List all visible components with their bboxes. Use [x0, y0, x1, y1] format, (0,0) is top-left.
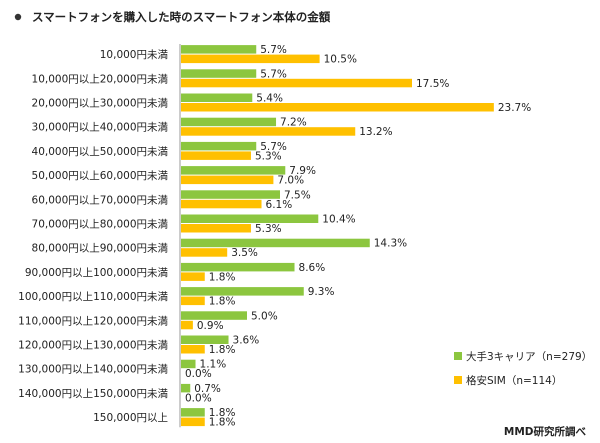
legend: 大手3キャリア（n=279） 格安SIM（n=114）	[454, 350, 592, 387]
bar-carrier	[181, 311, 247, 320]
data-label-mvno: 0.0%	[185, 392, 212, 404]
category-label: 60,000円以上70,000円未満	[32, 194, 169, 206]
bar-carrier	[181, 190, 280, 199]
legend-swatch-carrier	[454, 352, 462, 360]
data-label-carrier: 5.7%	[260, 44, 287, 56]
data-label-carrier: 5.4%	[256, 93, 283, 105]
bar-mvno	[181, 224, 251, 233]
data-label-carrier: 7.5%	[284, 189, 311, 201]
data-label-carrier: 10.4%	[322, 214, 355, 226]
data-label-mvno: 10.5%	[324, 54, 357, 66]
data-label-mvno: 5.3%	[255, 150, 282, 162]
bar-carrier	[181, 141, 257, 151]
data-label-carrier: 1.8%	[209, 407, 236, 419]
category-label: 100,000円以上110,000円未満	[18, 291, 168, 303]
data-label-carrier: 5.7%	[260, 68, 287, 80]
bar-carrier	[181, 93, 253, 102]
bar-carrier	[181, 408, 205, 417]
legend-swatch-mvno	[454, 376, 462, 384]
bar-mvno	[181, 54, 320, 64]
bar-mvno	[181, 151, 251, 160]
bar-carrier	[181, 69, 257, 78]
data-label-mvno: 1.8%	[209, 296, 236, 308]
bar-mvno	[181, 248, 228, 257]
data-label-mvno: 0.0%	[185, 368, 212, 380]
bar-carrier	[181, 383, 191, 393]
data-label-mvno: 1.8%	[209, 271, 236, 283]
category-label: 140,000円以上150,000円未満	[18, 388, 168, 400]
data-label-carrier: 5.0%	[251, 310, 278, 322]
bar-mvno	[181, 199, 262, 209]
category-label: 20,000円以上30,000円未満	[32, 98, 169, 110]
bar-mvno	[181, 103, 494, 112]
bar-carrier	[181, 335, 229, 344]
category-label: 150,000円以上	[93, 412, 168, 424]
chart-title: スマートフォンを購入した時のスマートフォン本体の金額	[32, 10, 331, 24]
category-label: 10,000円以上20,000円未満	[32, 73, 169, 85]
category-label: 80,000円以上90,000円未満	[32, 243, 169, 255]
bar-mvno	[181, 296, 205, 306]
bar-mvno	[181, 175, 274, 185]
data-label-mvno: 6.1%	[266, 199, 293, 211]
data-label-mvno: 5.3%	[255, 223, 282, 235]
data-label-carrier: 9.3%	[308, 286, 335, 298]
bar-carrier	[181, 45, 257, 54]
bar-carrier	[181, 214, 319, 223]
data-label-mvno: 1.8%	[209, 417, 236, 429]
bar-carrier	[181, 238, 370, 248]
bar-mvno	[181, 127, 356, 136]
legend-label-carrier: 大手3キャリア（n=279）	[466, 350, 592, 363]
bar-mvno	[181, 345, 205, 354]
category-label: 120,000円以上130,000円未満	[18, 340, 168, 352]
data-label-mvno: 7.0%	[277, 175, 304, 187]
data-label-carrier: 14.3%	[374, 238, 407, 250]
data-label-carrier: 7.2%	[280, 117, 307, 129]
data-label-mvno: 0.9%	[197, 320, 224, 332]
bar-carrier	[181, 166, 286, 175]
data-label-carrier: 0.7%	[194, 383, 221, 395]
bar-mvno	[181, 417, 205, 427]
category-label: 40,000円以上50,000円未満	[32, 146, 169, 158]
category-label: 130,000円以上140,000円未満	[18, 364, 168, 376]
bar-carrier	[181, 117, 277, 127]
bar-mvno	[181, 272, 205, 281]
data-label-mvno: 1.8%	[209, 344, 236, 356]
bar-mvno	[181, 320, 193, 330]
data-label-mvno: 17.5%	[416, 78, 449, 90]
legend-label-mvno: 格安SIM（n=114）	[466, 374, 562, 387]
category-label: 50,000円以上60,000円未満	[32, 170, 169, 182]
data-label-carrier: 3.6%	[233, 335, 260, 347]
data-label-carrier: 8.6%	[299, 262, 326, 274]
data-label-carrier: 7.9%	[289, 165, 316, 177]
category-label: 10,000円未満	[100, 49, 169, 61]
category-label: 110,000円以上120,000円未満	[18, 315, 168, 327]
data-label-mvno: 23.7%	[498, 102, 531, 114]
bar-carrier	[181, 287, 304, 296]
category-label: 70,000円以上80,000円未満	[32, 219, 169, 231]
category-label: 30,000円以上40,000円未満	[32, 122, 169, 134]
bar-carrier	[181, 359, 196, 369]
category-label: 90,000円以上100,000円未満	[25, 267, 169, 279]
data-label-carrier: 1.1%	[200, 359, 227, 371]
data-label-carrier: 5.7%	[260, 141, 287, 153]
source-label: MMD研究所調べ	[504, 425, 587, 438]
data-label-mvno: 3.5%	[231, 247, 258, 259]
bar-mvno	[181, 78, 412, 88]
data-label-mvno: 13.2%	[359, 126, 392, 138]
plot-area: 10,000円未満 5.7% 10.5% 10,000円以上20,000円未満 5.7%…	[18, 44, 531, 429]
bar-carrier	[181, 262, 295, 272]
title-bullet	[14, 13, 22, 21]
